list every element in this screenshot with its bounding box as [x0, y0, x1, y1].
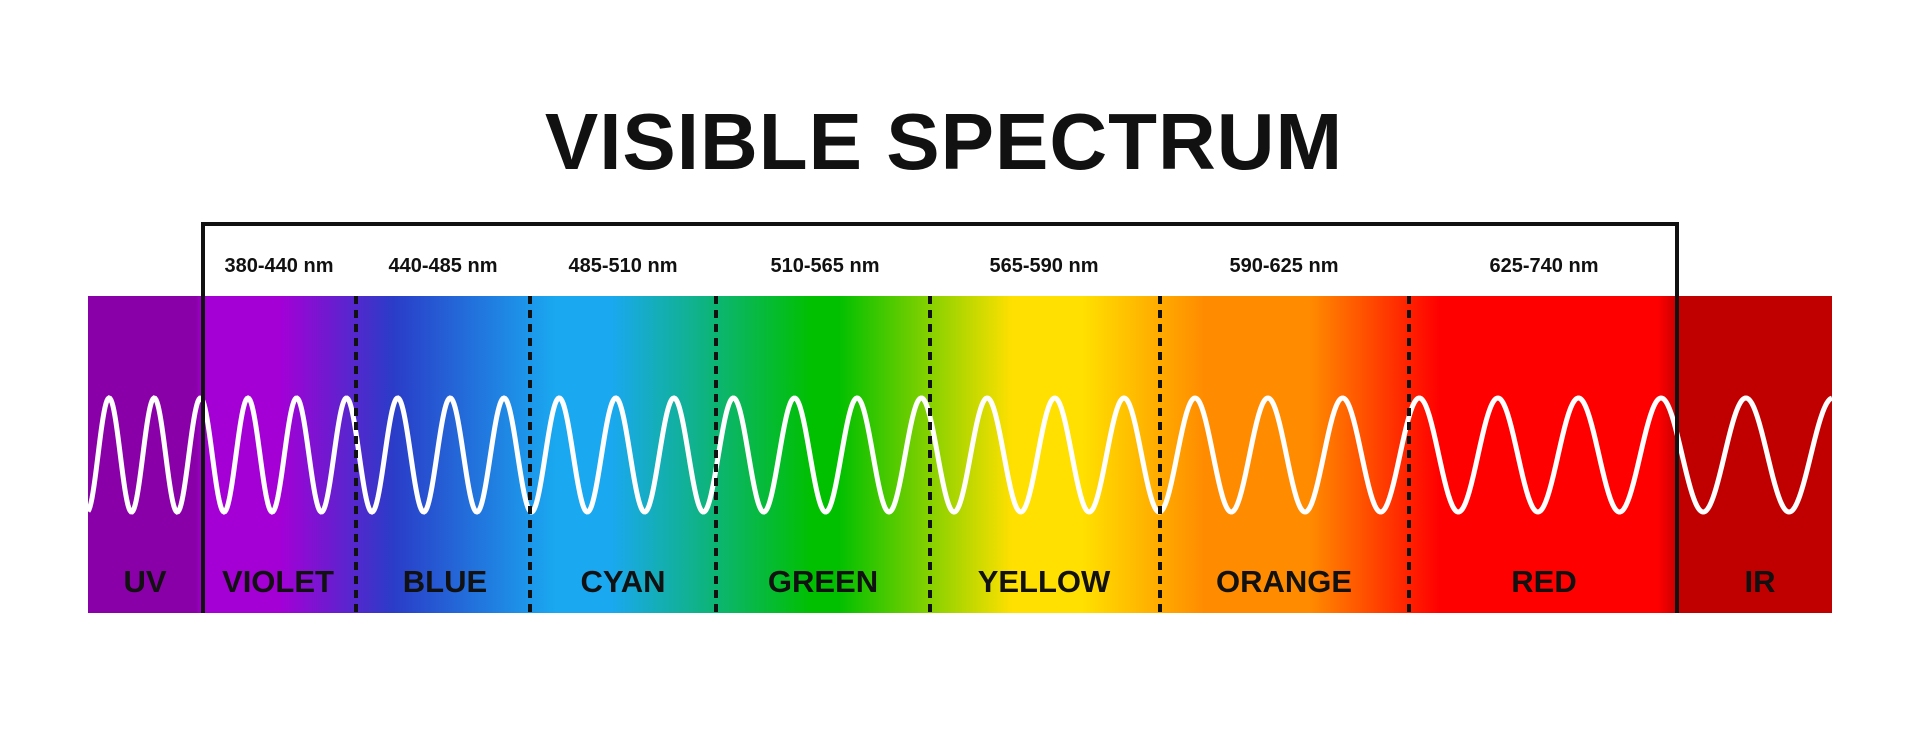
band-label-ir: IR — [1745, 564, 1776, 599]
range-label-yellow: 565-590 nm — [990, 255, 1099, 277]
band-label-red: RED — [1511, 564, 1576, 599]
wave-line — [85, 395, 1833, 515]
diagram-title: VISIBLE SPECTRUM — [544, 97, 1344, 186]
range-label-green: 510-565 nm — [771, 255, 880, 277]
range-label-red: 625-740 nm — [1490, 255, 1599, 277]
band-dividers — [354, 296, 1411, 613]
range-labels: 380-440 nm 440-485 nm 485-510 nm 510-565… — [225, 255, 1599, 277]
band-labels: UV VIOLET BLUE CYAN GREEN YELLOW ORANGE … — [123, 564, 1775, 599]
spectrum-bar — [88, 296, 1832, 613]
band-label-violet: VIOLET — [222, 564, 334, 599]
range-label-blue: 440-485 nm — [389, 255, 498, 277]
range-label-cyan: 485-510 nm — [569, 255, 678, 277]
band-label-blue: BLUE — [403, 564, 487, 599]
visible-range-bracket — [201, 222, 1679, 613]
band-label-green: GREEN — [768, 564, 878, 599]
band-label-cyan: CYAN — [581, 564, 666, 599]
range-label-violet: 380-440 nm — [225, 255, 334, 277]
range-label-orange: 590-625 nm — [1230, 255, 1339, 277]
band-label-uv: UV — [123, 564, 166, 599]
band-label-yellow: YELLOW — [978, 564, 1111, 599]
band-label-orange: ORANGE — [1216, 564, 1352, 599]
